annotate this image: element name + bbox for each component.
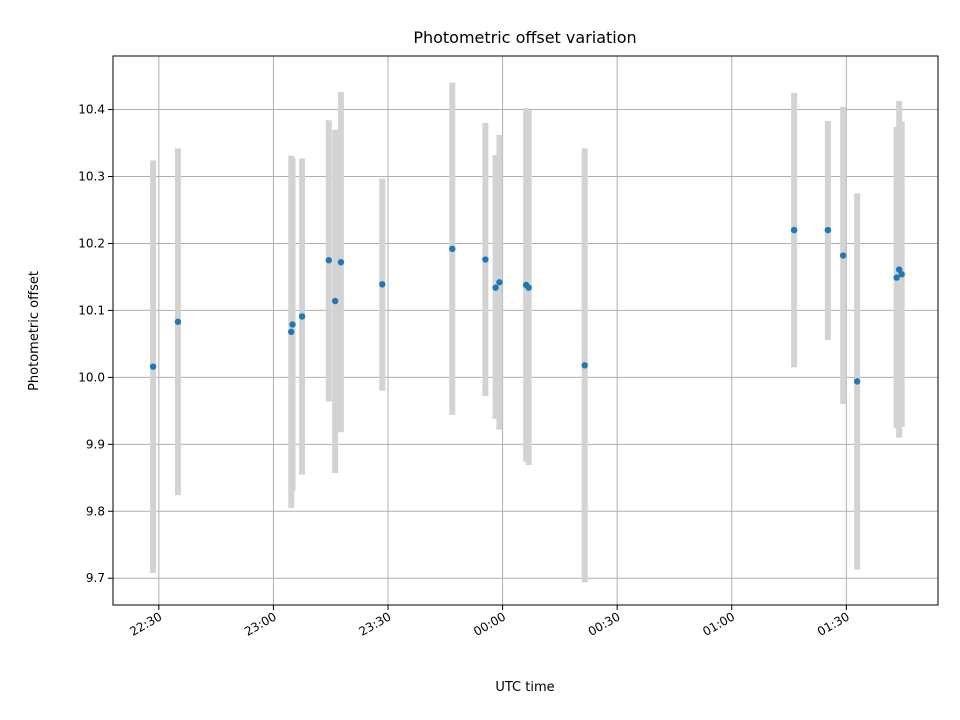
data-point bbox=[853, 378, 861, 385]
data-point bbox=[895, 266, 903, 273]
data-point bbox=[379, 281, 386, 288]
data-point bbox=[525, 284, 532, 291]
y-tick-label: 9.7 bbox=[86, 571, 105, 585]
y-tick-label: 10.1 bbox=[78, 303, 105, 317]
data-point bbox=[839, 252, 847, 259]
data-points bbox=[149, 226, 905, 385]
y-tick-label: 10.0 bbox=[78, 370, 105, 384]
data-point bbox=[331, 297, 339, 305]
y-axis: 9.7 9.8 9.9 10.0 10.1 10.2 10.3 10.4 bbox=[78, 103, 113, 585]
data-point bbox=[824, 226, 832, 234]
plot-frame bbox=[112, 55, 939, 606]
data-point bbox=[893, 274, 900, 281]
data-point bbox=[449, 245, 456, 253]
y-tick-label: 10.2 bbox=[78, 236, 105, 250]
data-point bbox=[289, 321, 296, 328]
y-tick-label: 9.8 bbox=[86, 504, 105, 518]
data-point bbox=[790, 226, 798, 234]
data-point bbox=[496, 279, 503, 286]
data-point bbox=[174, 318, 182, 325]
data-point bbox=[149, 363, 157, 370]
data-point bbox=[298, 313, 306, 320]
chart-title: Photometric offset variation bbox=[413, 28, 636, 47]
y-tick-label: 9.9 bbox=[86, 437, 105, 451]
data-point bbox=[898, 271, 905, 278]
data-point bbox=[325, 257, 332, 264]
data-point bbox=[492, 284, 499, 291]
y-tick-label: 10.3 bbox=[78, 170, 105, 184]
y-axis-label: Photometric offset bbox=[27, 271, 42, 391]
data-point bbox=[482, 256, 489, 263]
y-tick-label: 10.4 bbox=[78, 103, 105, 117]
x-axis-label: UTC time bbox=[495, 680, 554, 695]
data-point bbox=[581, 362, 588, 369]
data-point bbox=[337, 259, 345, 266]
data-point bbox=[288, 328, 295, 336]
